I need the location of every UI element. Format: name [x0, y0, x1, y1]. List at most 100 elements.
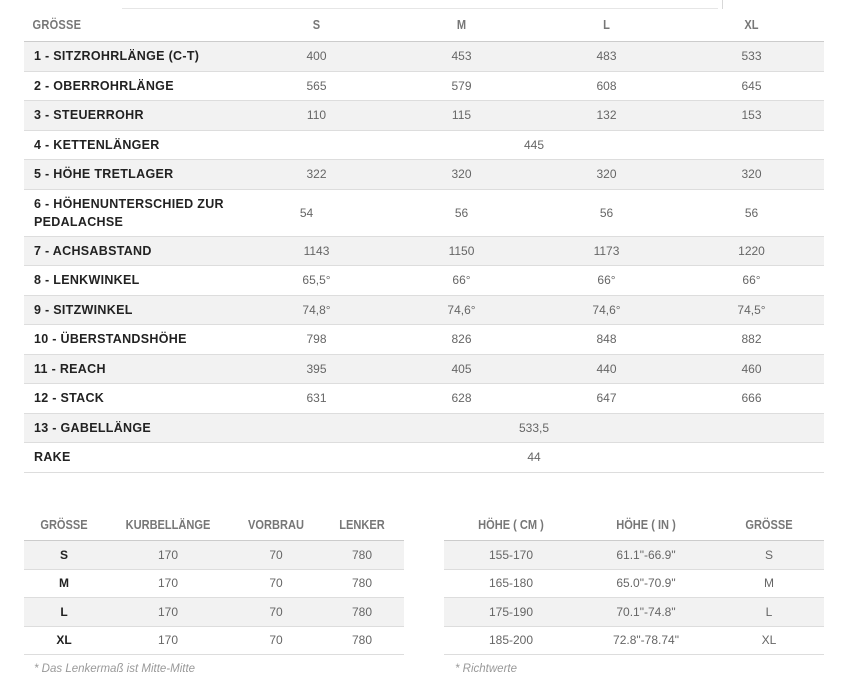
comp-header-stem: VORBRAU	[248, 516, 304, 532]
components-cell: 70	[269, 604, 283, 619]
geometry-cell: 647	[596, 391, 617, 406]
geometry-row: 8 - LENKWINKEL 65,5° 66° 66° 66°	[24, 266, 824, 296]
geometry-row: 12 - STACK 631 628 647 666	[24, 384, 824, 414]
header-size: GRÖSSE	[32, 16, 82, 32]
components-footnote: * Das Lenkermaß ist Mitte-Mitte	[34, 663, 196, 675]
components-cell: 780	[351, 604, 373, 619]
geometry-row-label: 6 - HÖHENUNTERSCHIED ZUR PEDALACHSE	[34, 196, 224, 229]
components-cell: 780	[351, 576, 373, 591]
components-table: GRÖSSE KURBELLÄNGE VORBRAU LENKER S 170 70…	[24, 508, 404, 655]
geometry-row: 9 - SITZWINKEL 74,8° 74,6° 74,6° 74,5°	[24, 295, 824, 325]
geometry-row: 11 - REACH 395 405 440 460	[24, 354, 824, 384]
size-guide-footnote: * Richtwerte	[455, 663, 517, 675]
size-guide-row: 185-200 72.8"-78.74" XL	[444, 627, 824, 655]
size-guide-cell: 72.8"-78.74"	[613, 633, 679, 648]
geometry-row: RAKE 44	[24, 443, 824, 473]
components-row: M 170 70 780	[24, 570, 404, 598]
size-guide-cell: 61.1"-66.9"	[616, 547, 676, 562]
geometry-row: 1 - SITZROHRLÄNGE (C-T) 400 453 483 533	[24, 42, 824, 72]
geometry-row-label: 9 - SITZWINKEL	[34, 302, 133, 317]
top-divider	[122, 8, 718, 9]
size-guide-table: HÖHE ( CM ) HÖHE ( IN ) GRÖSSE 155-170 61…	[444, 508, 824, 655]
geometry-cell: 153	[741, 108, 762, 123]
geometry-row: 10 - ÜBERSTANDSHÖHE 798 826 848 882	[24, 325, 824, 355]
components-cell: 780	[351, 547, 373, 562]
geometry-row: 3 - STEUERROHR 110 115 132 153	[24, 101, 824, 131]
geometry-row: 5 - HÖHE TRETLAGER 322 320 320 320	[24, 160, 824, 190]
size-guide-cell: 175-190	[488, 604, 534, 619]
geometry-row-label: 2 - OBERROHRLÄNGE	[34, 78, 174, 93]
components-cell: 170	[157, 604, 179, 619]
geometry-row-label: 11 - REACH	[34, 361, 106, 376]
geometry-cell: 533	[741, 49, 762, 64]
geometry-cell: 405	[451, 361, 472, 376]
geometry-cell: 54	[299, 205, 314, 220]
geometry-cell: 579	[451, 78, 472, 93]
components-cell: M	[59, 576, 69, 591]
components-cell: 170	[157, 633, 179, 648]
geometry-cell: 74,6°	[592, 302, 621, 317]
geometry-cell: 56	[744, 205, 759, 220]
geometry-cell: 882	[741, 332, 762, 347]
size-header-height-cm: HÖHE ( CM )	[478, 516, 544, 532]
geometry-cell: 132	[596, 108, 617, 123]
geometry-cell: 1173	[593, 243, 620, 258]
geometry-cell: 1220	[738, 243, 765, 258]
geometry-cell: 453	[451, 49, 472, 64]
components-row: S 170 70 780	[24, 541, 404, 570]
components-header-row: GRÖSSE KURBELLÄNGE VORBRAU LENKER	[24, 508, 404, 541]
geometry-cell: 1150	[448, 243, 475, 258]
geometry-cell: 565	[306, 78, 327, 93]
components-cell: XL	[56, 633, 72, 648]
size-guide-cell: 165-180	[488, 576, 534, 591]
geometry-row-label: 10 - ÜBERSTANDSHÖHE	[34, 332, 187, 347]
size-guide-header-row: HÖHE ( CM ) HÖHE ( IN ) GRÖSSE	[444, 508, 824, 541]
geometry-cell: 56	[599, 205, 614, 220]
geometry-cell: 66°	[452, 273, 471, 288]
size-guide-cell: 65.0"-70.9"	[616, 576, 676, 591]
top-divider-tick	[722, 0, 723, 9]
geometry-cell: 320	[741, 167, 762, 182]
components-cell: 780	[351, 633, 373, 648]
geometry-cell: 848	[596, 332, 617, 347]
geometry-cell: 440	[596, 361, 617, 376]
geometry-cell: 798	[306, 332, 327, 347]
geometry-cell: 628	[451, 391, 472, 406]
size-header-height-in: HÖHE ( IN )	[616, 516, 676, 532]
geometry-cell: 608	[596, 78, 617, 93]
header-xl: XL	[744, 17, 759, 32]
geometry-cell: 110	[306, 108, 327, 123]
geometry-row-label: 12 - STACK	[34, 391, 105, 406]
size-guide-cell: XL	[761, 633, 777, 648]
size-guide-row: 175-190 70.1"-74.8" L	[444, 598, 824, 627]
geometry-cell: 1143	[303, 243, 330, 258]
geometry-cell: 826	[451, 332, 472, 347]
geometry-row: 6 - HÖHENUNTERSCHIED ZUR PEDALACHSE 54 56 5…	[24, 190, 824, 237]
geometry-span-value: 445	[523, 137, 545, 152]
comp-header-crank: KURBELLÄNGE	[125, 516, 211, 532]
components-cell: 70	[269, 576, 283, 591]
geometry-span-value: 44	[527, 450, 541, 465]
geometry-cell: 320	[451, 167, 472, 182]
geometry-row: 7 - ACHSABSTAND 1143 1150 1173 1220	[24, 236, 824, 266]
size-guide-cell: S	[764, 547, 773, 562]
comp-header-size: GRÖSSE	[40, 516, 88, 532]
components-cell: S	[59, 547, 68, 562]
geometry-row-label: 8 - LENKWINKEL	[34, 273, 140, 288]
geometry-row-label: 3 - STEUERROHR	[34, 108, 144, 123]
size-guide-cell: 70.1"-74.8"	[616, 604, 676, 619]
geometry-row: 4 - KETTENLÄNGER 445	[24, 131, 824, 160]
geometry-cell: 66°	[742, 273, 761, 288]
geometry-cell: 56	[454, 205, 469, 220]
geometry-cell: 74,5°	[737, 302, 766, 317]
geometry-cell: 74,8°	[302, 302, 331, 317]
geometry-cell: 66°	[597, 273, 616, 288]
geometry-header-row: GRÖSSE S M L XL	[24, 8, 824, 42]
size-guide-cell: M	[764, 576, 774, 591]
size-guide-row: 165-180 65.0"-70.9" M	[444, 570, 824, 598]
geometry-row-label: 4 - KETTENLÄNGER	[34, 137, 160, 152]
components-cell: 170	[157, 547, 179, 562]
header-l: L	[603, 17, 610, 32]
geometry-cell: 645	[741, 78, 762, 93]
geometry-row: 13 - GABELLÄNGE 533,5	[24, 413, 824, 443]
